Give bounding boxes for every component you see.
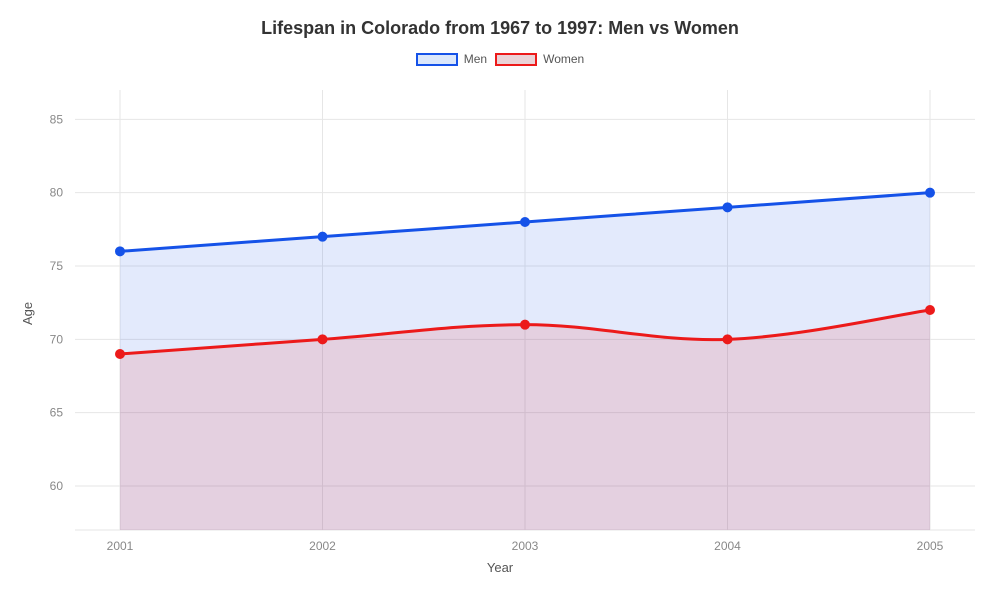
- series-marker-men[interactable]: [116, 247, 124, 255]
- series-marker-men[interactable]: [521, 218, 529, 226]
- y-tick-label: 60: [50, 479, 64, 493]
- x-tick-label: 2001: [107, 539, 134, 553]
- series-marker-women[interactable]: [319, 335, 327, 343]
- y-tick-label: 85: [50, 112, 64, 126]
- x-tick-label: 2004: [714, 539, 741, 553]
- series-marker-men[interactable]: [926, 189, 934, 197]
- series-marker-women[interactable]: [724, 335, 732, 343]
- y-tick-label: 65: [50, 406, 64, 420]
- y-tick-label: 70: [50, 332, 64, 346]
- chart-container: Lifespan in Colorado from 1967 to 1997: …: [0, 0, 1000, 600]
- y-tick-label: 75: [50, 259, 64, 273]
- y-tick-label: 80: [50, 186, 64, 200]
- x-tick-label: 2003: [512, 539, 539, 553]
- series-marker-women[interactable]: [116, 350, 124, 358]
- series-marker-men[interactable]: [724, 203, 732, 211]
- x-tick-label: 2005: [917, 539, 944, 553]
- series-marker-women[interactable]: [926, 306, 934, 314]
- series-marker-women[interactable]: [521, 321, 529, 329]
- series-marker-men[interactable]: [319, 233, 327, 241]
- chart-plot: 60 65 70 75 80 85 2001 2002 2003 2004 2005: [0, 0, 1000, 600]
- x-tick-label: 2002: [309, 539, 336, 553]
